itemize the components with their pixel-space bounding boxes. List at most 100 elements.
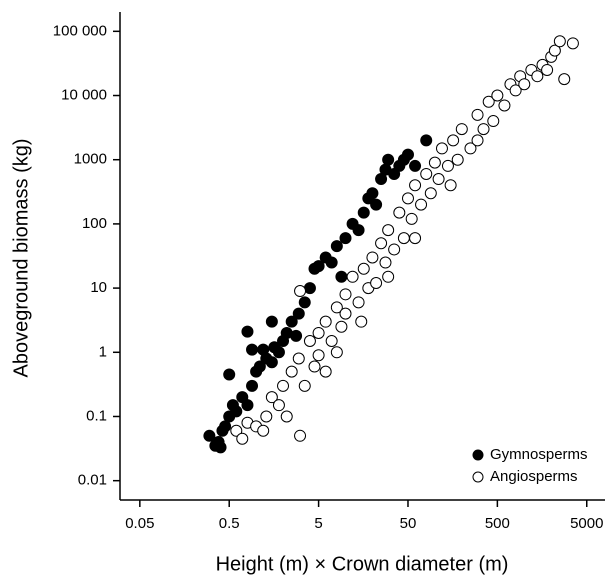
point [290,329,303,342]
point [451,153,464,166]
point [477,123,490,136]
point [382,270,395,283]
point [298,296,311,309]
point [357,262,370,275]
point [346,270,359,283]
x-tick-label: 500 [485,515,510,532]
point [352,296,365,309]
point [230,424,243,437]
point [355,315,368,328]
point [471,134,484,147]
point [558,73,571,86]
y-tick-label: 10 000 [61,86,107,103]
point [325,334,338,347]
point [444,179,457,192]
point [330,240,343,253]
point [420,167,433,180]
point [272,399,285,412]
point [541,63,554,76]
point [219,420,232,433]
point [401,148,414,161]
y-tick-label: 0.1 [86,407,107,424]
point [339,288,352,301]
point [366,187,379,200]
point [518,78,531,91]
y-tick-label: 100 000 [53,22,107,39]
point [491,89,504,102]
point [370,277,383,290]
point [487,115,500,128]
point [285,365,298,378]
point [246,343,259,356]
point [428,156,441,169]
point [435,142,448,155]
y-tick-label: 1000 [74,151,107,168]
point [447,134,460,147]
y-tick-label: 10 [90,279,107,296]
point [382,153,395,166]
point [397,232,410,245]
x-tick-label: 5 [314,515,322,532]
point [272,346,285,359]
point [339,307,352,320]
point [335,320,348,333]
legend-label: Angiosperms [490,468,578,485]
point [370,198,383,211]
point [548,44,561,57]
point [401,192,414,205]
point [214,441,227,454]
point [375,237,388,250]
point [312,326,325,339]
legend-marker [472,471,484,483]
point [379,256,392,269]
point [415,198,428,211]
point [405,212,418,225]
point [455,123,468,136]
point [409,159,422,172]
point [325,256,338,269]
point [319,365,332,378]
point [253,360,266,373]
point [230,405,243,418]
point [409,179,422,192]
point [277,379,290,392]
point [265,315,278,328]
y-tick-label: 100 [82,215,107,232]
x-tick-label: 0.05 [125,515,154,532]
point [553,35,566,48]
y-axis-label: Aboveground biomass (kg) [10,138,32,377]
x-tick-label: 5000 [570,515,603,532]
y-tick-label: 0.01 [78,472,107,489]
legend-label: Gymnosperms [490,446,588,463]
point [531,70,544,83]
point [241,325,254,338]
point [357,206,370,219]
x-tick-label: 50 [400,515,417,532]
point [298,379,311,392]
point [312,260,325,273]
point [330,301,343,314]
point [236,432,249,445]
point [285,315,298,328]
point [424,187,437,200]
point [330,346,343,359]
point [471,108,484,121]
x-tick-label: 0.5 [219,515,240,532]
point [294,285,307,298]
point [566,37,579,50]
point [246,379,259,392]
point [319,315,332,328]
point [265,356,278,369]
point [241,399,254,412]
point [257,424,270,437]
point [203,429,216,442]
point [335,270,348,283]
y-tick-label: 1 [99,343,107,360]
point [482,95,495,108]
point [498,99,511,112]
point [223,368,236,381]
point [420,134,433,147]
point [303,334,316,347]
legend-marker [472,449,484,461]
